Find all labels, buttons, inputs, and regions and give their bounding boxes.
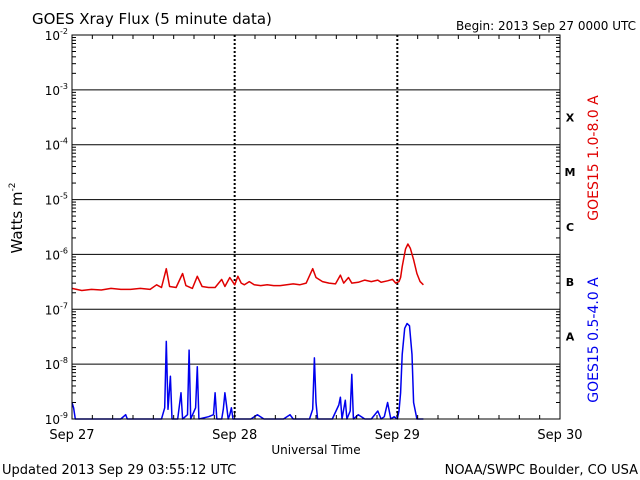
updated-timestamp: Updated 2013 Sep 29 03:55:12 UTC bbox=[2, 463, 236, 478]
y-tick-label: 10-8 bbox=[45, 356, 68, 372]
y-tick-label: 10-2 bbox=[45, 27, 68, 43]
grid-lines bbox=[72, 89, 560, 365]
y-tick-label: 10-3 bbox=[45, 82, 68, 98]
y-axis-label: Watts m-2 bbox=[8, 182, 26, 253]
begin-date: Begin: 2013 Sep 27 0000 UTC bbox=[456, 19, 636, 33]
series-long-line bbox=[71, 243, 424, 292]
x-tick-label: Sep 27 bbox=[49, 428, 94, 443]
x-axis-label: Universal Time bbox=[271, 443, 360, 457]
x-tick-label: Sep 30 bbox=[537, 428, 582, 443]
chart-title: GOES Xray Flux (5 minute data) bbox=[32, 10, 272, 28]
series-layer bbox=[71, 243, 424, 420]
day-separator-lines bbox=[233, 35, 399, 419]
legend-short-channel: GOES15 0.5-4.0 A bbox=[586, 277, 602, 403]
y-tick-label: 10-5 bbox=[45, 192, 68, 208]
x-tick-label: Sep 29 bbox=[375, 428, 420, 443]
flare-class-c: C bbox=[566, 221, 574, 234]
y-tick-label: 10-6 bbox=[45, 246, 68, 262]
y-tick-label: 10-7 bbox=[45, 301, 68, 317]
y-axis-ticks: 10-2 10-3 10-4 10-5 10-6 10-7 10-8 10-9 bbox=[45, 27, 560, 427]
legend-long-channel: GOES15 1.0-8.0 A bbox=[586, 95, 602, 221]
credit-text: NOAA/SWPC Boulder, CO USA bbox=[445, 463, 638, 478]
flare-class-b: B bbox=[566, 276, 574, 289]
x-axis-ticks: Sep 27 Sep 28 Sep 29 Sep 30 bbox=[49, 35, 583, 443]
flare-class-m: M bbox=[565, 166, 576, 179]
y-tick-label: 10-4 bbox=[45, 137, 68, 153]
y-tick-label: 10-9 bbox=[45, 411, 68, 427]
series-short-line bbox=[71, 322, 424, 420]
flare-class-a: A bbox=[566, 331, 575, 344]
flare-class-x: X bbox=[566, 111, 575, 124]
flare-class-labels: X M C B A bbox=[565, 111, 576, 343]
x-tick-label: Sep 28 bbox=[212, 428, 257, 443]
plot-frame bbox=[71, 34, 561, 420]
